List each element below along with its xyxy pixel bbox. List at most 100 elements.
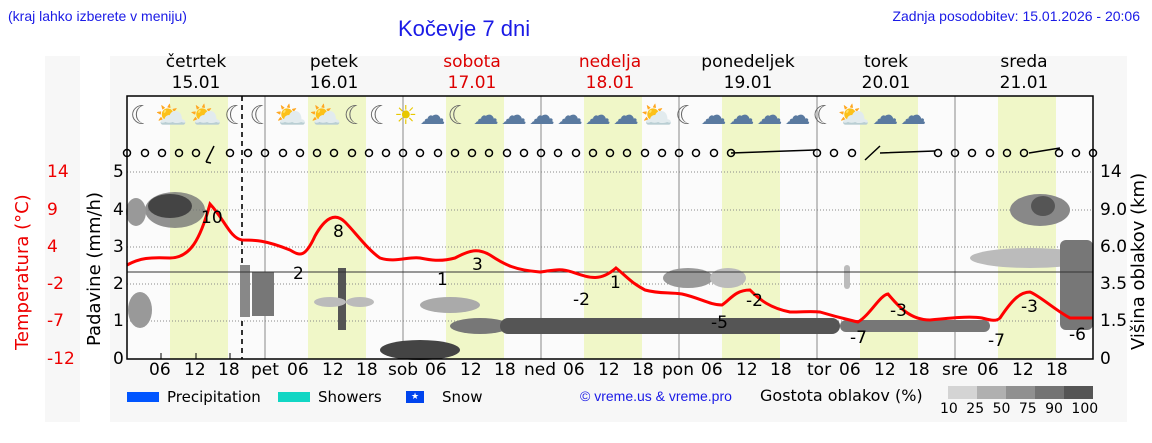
cloud-axis-label: Višina oblakov (km) xyxy=(1128,172,1149,350)
location-hint: (kraj lahko izberete v meniju) xyxy=(8,8,187,24)
day-header: sobota 17.01 xyxy=(403,52,541,94)
fog-night-icon: ☾ xyxy=(368,101,395,131)
temp-annotation: -2 xyxy=(573,290,590,310)
x-tick: ned xyxy=(524,360,557,380)
daylight-bands xyxy=(170,96,1056,359)
cloud-icon: ☁ xyxy=(784,101,813,131)
fog-night-icon: ☾ xyxy=(447,101,473,131)
day-date: 19.01 xyxy=(723,73,773,93)
x-tick: 12 xyxy=(736,360,758,380)
day-name: petek xyxy=(309,52,359,72)
legend-precipitation: Precipitation xyxy=(127,388,261,406)
x-tick: 12 xyxy=(322,360,344,380)
density-tick: 50 xyxy=(992,401,1011,417)
cloud-icon: ☁ xyxy=(419,101,448,131)
x-tick: 18 xyxy=(1046,360,1068,380)
temp-annotation: 1 xyxy=(610,273,621,293)
x-tick: 18 xyxy=(218,360,240,380)
copyright-link[interactable]: © vreme.us & vreme.pro xyxy=(580,388,732,404)
density-tick: 90 xyxy=(1045,401,1063,417)
snow-cloud-icon: ☁ xyxy=(900,101,929,131)
cloud-icon: ☁ xyxy=(584,101,613,131)
x-tick: 06 xyxy=(839,360,861,380)
night-cloud-icon: ☾ xyxy=(812,101,838,131)
cloud-tick: 14 xyxy=(1100,162,1122,182)
day-name: sobota xyxy=(443,52,501,72)
legend-label: Precipitation xyxy=(167,388,261,406)
partly-cloudy-icon: ⛅ xyxy=(309,101,344,131)
temp-tick: -12 xyxy=(47,349,75,369)
day-name: sreda xyxy=(1000,52,1048,72)
precip-tick: 1 xyxy=(113,311,124,331)
showers-swatch xyxy=(278,392,310,402)
x-tick: 12 xyxy=(460,360,482,380)
x-tick: 12 xyxy=(598,360,620,380)
cloud-icon: ☁ xyxy=(528,101,557,131)
density-50 xyxy=(1006,386,1035,399)
fog-night-icon: ☾ xyxy=(343,101,369,131)
day-header: torek 20.01 xyxy=(817,52,955,94)
cloud-density-scale xyxy=(948,386,1093,399)
temp-axis-label: Temperatura (°C) xyxy=(12,194,33,350)
partly-cloudy-icon: ⛅ xyxy=(837,101,873,131)
snow-star-icon: ★ xyxy=(406,391,424,403)
density-75 xyxy=(1035,386,1064,399)
density-tick: 10 xyxy=(940,401,958,417)
cloud-icon: ☁ xyxy=(872,101,901,131)
precipitation-swatch xyxy=(127,392,159,402)
day-name: četrtek xyxy=(165,52,227,72)
x-tick: 12 xyxy=(1012,360,1034,380)
density-tick: 25 xyxy=(966,401,985,417)
day-date: 17.01 xyxy=(447,73,497,93)
partly-cloudy-icon: ⛅ xyxy=(155,101,190,131)
temp-annotation: -3 xyxy=(890,301,907,321)
cloud-icon: ☁ xyxy=(612,101,641,131)
page-title: Kočevje 7 dni xyxy=(398,16,531,41)
temp-tick: 9 xyxy=(47,200,58,220)
wind-barbs xyxy=(205,145,1061,164)
x-tick: pet xyxy=(251,360,279,380)
x-tick: 18 xyxy=(632,360,654,380)
cloud-tick: 0 xyxy=(1100,349,1111,369)
temp-annotation: -5 xyxy=(711,313,728,333)
x-tick: tor xyxy=(807,360,832,380)
cloud-icon: ☁ xyxy=(728,101,757,131)
temp-annotation: -6 xyxy=(1069,325,1086,345)
temp-annotation: -7 xyxy=(850,328,867,348)
partly-cloudy-icon: ⛅ xyxy=(640,101,676,131)
precip-tick: 4 xyxy=(113,200,124,220)
night-cloud-icon: ☾ xyxy=(130,101,156,131)
x-tick: 18 xyxy=(908,360,930,380)
density-25 xyxy=(977,386,1006,399)
temp-annotation: -2 xyxy=(746,291,763,311)
cloud-icon: ☁ xyxy=(500,101,529,131)
fog-sun-icon: ☀ xyxy=(394,101,420,131)
fog-night-icon: ☾ xyxy=(249,101,275,131)
x-tick: 06 xyxy=(701,360,723,380)
legend-label: Showers xyxy=(318,388,382,406)
night-cloud-icon: ☾ xyxy=(224,101,250,131)
day-header: petek 16.01 xyxy=(265,52,403,94)
temp-tick: -7 xyxy=(47,311,64,331)
precip-tick: 0 xyxy=(113,349,124,369)
x-ticks xyxy=(160,353,231,359)
x-tick: 06 xyxy=(425,360,447,380)
temp-tick: -2 xyxy=(47,274,64,294)
day-header: četrtek 15.01 xyxy=(127,52,265,94)
wind-row xyxy=(122,148,1098,158)
day-header: ponedeljek 19.01 xyxy=(679,52,817,94)
temp-annotation: 10 xyxy=(201,208,223,228)
precip-axis-label: Padavine (mm/h) xyxy=(84,192,105,346)
day-date: 16.01 xyxy=(309,73,359,93)
weather-icons-row: ☾⛅⛅☾☾⛅⛅☾☾☀☁☾☁☁☁☁☁☁⛅☾☁☁☁☁☾⛅☁☁ xyxy=(130,100,1090,132)
x-tick: 06 xyxy=(287,360,309,380)
x-tick: 18 xyxy=(770,360,792,380)
temp-annotation: 1 xyxy=(437,270,448,290)
cloud-density xyxy=(126,192,1093,360)
cloud-density-label: Gostota oblakov (%) xyxy=(760,386,923,405)
cloud-icon: ☁ xyxy=(756,101,785,131)
precip-tick: 2 xyxy=(113,274,124,294)
cloud-icon: ☁ xyxy=(700,101,729,131)
cloud-tick: 1.5 xyxy=(1100,311,1128,331)
